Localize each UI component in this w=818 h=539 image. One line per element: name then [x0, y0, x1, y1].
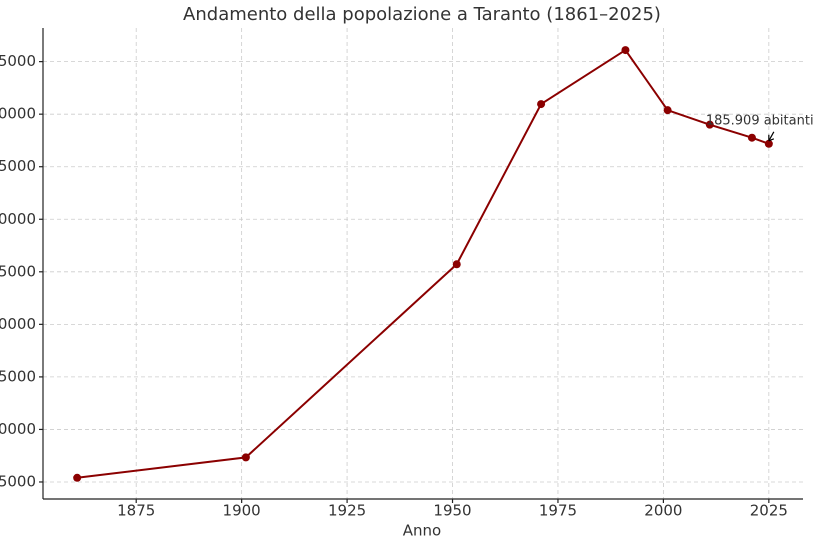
x-tick-label: 1975 — [539, 502, 577, 520]
point — [764, 139, 773, 148]
x-axis-label: Anno — [403, 522, 441, 539]
x-tick-label: 2025 — [750, 502, 788, 520]
y-tick-label: 125000 — [0, 262, 36, 280]
x-tick-label: 1875 — [117, 502, 155, 520]
annotation-arrowhead — [768, 134, 775, 142]
y-tick-label: 25000 — [0, 472, 36, 490]
y-tick-label: 200000 — [0, 105, 36, 123]
x-tick-label: 2000 — [644, 502, 682, 520]
point — [452, 260, 461, 269]
point — [241, 453, 250, 462]
x-tick-label: 1925 — [328, 502, 366, 520]
y-tick-label: 150000 — [0, 210, 36, 228]
x-tick-label: 1950 — [433, 502, 471, 520]
y-tick-label: 225000 — [0, 52, 36, 70]
point — [537, 100, 546, 109]
point — [663, 106, 672, 115]
point — [705, 120, 714, 129]
annotation: 185.909 abitanti — [706, 113, 814, 128]
point — [73, 473, 82, 482]
y-tick-label: 175000 — [0, 157, 36, 175]
point — [621, 46, 630, 55]
x-tick-label: 1900 — [223, 502, 261, 520]
point — [747, 133, 756, 142]
y-tick-label: 100000 — [0, 315, 36, 333]
y-tick-label: 75000 — [0, 367, 36, 385]
chart-title: Andamento della popolazione a Taranto (1… — [183, 4, 661, 25]
annotation-arrow — [768, 131, 775, 142]
